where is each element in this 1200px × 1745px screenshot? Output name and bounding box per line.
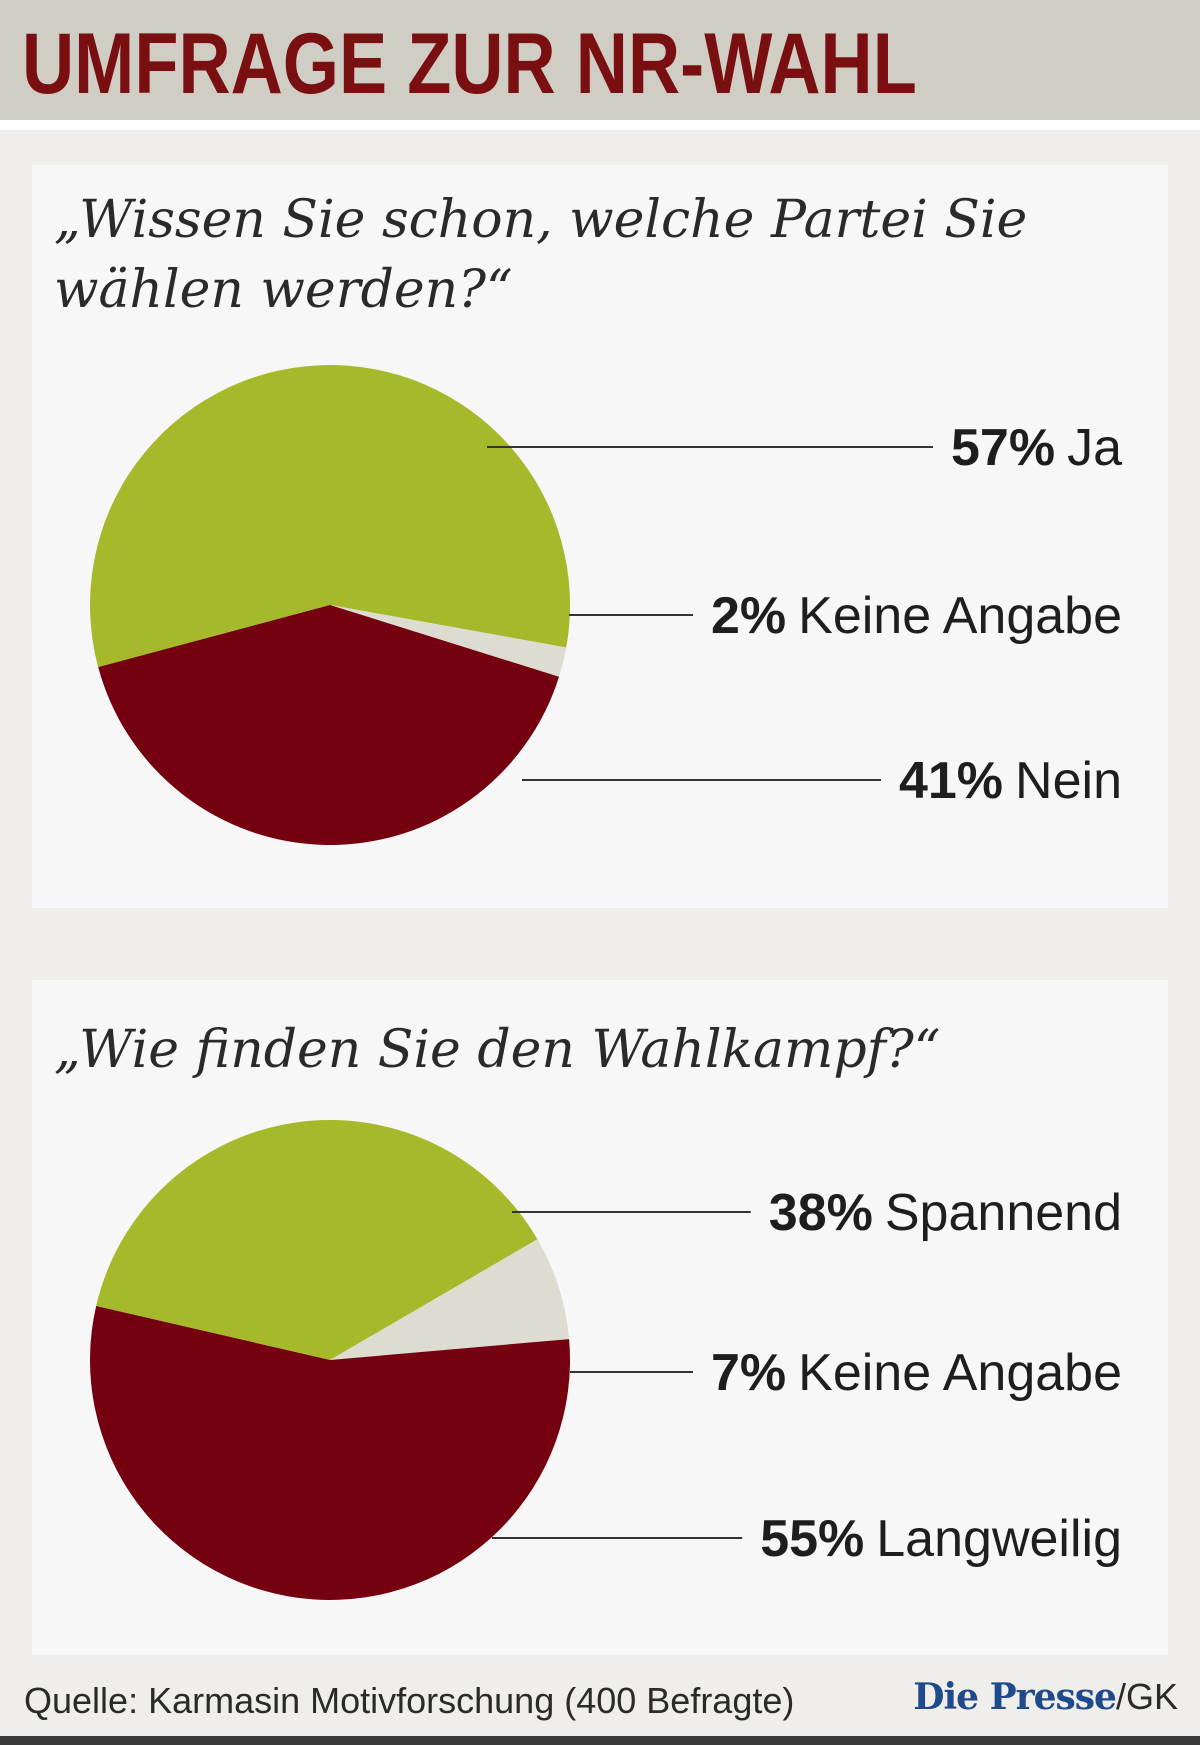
pie-slice-nein [98,605,560,846]
slice-value-label: 55% [760,1510,864,1568]
source-note: Quelle: Karmasin Motivforschung (400 Bef… [24,1680,795,1721]
slice-label-nein: 41% Nein [899,752,1122,810]
chart-1-title-line-2: wählen werden?“ [54,260,513,320]
header-band: UMFRAGE ZUR NR-WAHL [0,0,1200,120]
pie-slice-keine-angabe [330,1239,570,1360]
slice-category-label: Keine Angabe [798,587,1122,645]
chart-2-title-line-1: „Wie finden Sie den Wahlkampf?“ [54,1020,941,1080]
chart-1-title: „Wissen Sie schon, welche Partei Sie wäh… [54,185,1027,325]
slice-category-label: Spannend [885,1184,1122,1242]
chart-2-title: „Wie finden Sie den Wahlkampf?“ [54,1015,940,1085]
header-rule [0,120,1200,130]
chart-panel-2: „Wie finden Sie den Wahlkampf?“ 38% Spann… [32,980,1168,1655]
slice-value-label: 38% [769,1184,873,1242]
slice-value-label: 57% [951,419,1055,477]
brand-logo: Die Presse [913,1676,1117,1718]
slice-label-keine-angabe: 2% Keine Angabe [711,587,1122,645]
pie-chart-1: 57% Ja 2% Keine Angabe 41% Nein [90,365,1122,846]
pie-slice-ja [90,365,571,668]
brand-separator: / [1115,1676,1126,1717]
pie-slice-spannend [96,1119,538,1360]
slice-label-keine-angabe: 7% Keine Angabe [711,1344,1122,1402]
slice-category-label: Keine Angabe [798,1344,1122,1402]
slice-label-langweilig: 55% Langweilig [760,1510,1122,1568]
graphic-credit: GK [1125,1676,1178,1717]
slice-label-spannend: 38% Spannend [769,1184,1122,1242]
chart-panel-1: „Wissen Sie schon, welche Partei Sie wäh… [32,165,1168,908]
chart-1-title-line-1: „Wissen Sie schon, welche Partei Sie [54,190,1028,250]
slice-value-label: 41% [899,752,1003,810]
pie-slice-langweilig [90,1306,571,1600]
pie-chart-2: 38% Spannend 7% Keine Angabe 55% Langweilig [90,1119,1122,1600]
slice-value-label: 7% [711,1344,786,1402]
slice-category-label: Langweilig [876,1510,1122,1568]
slice-category-label: Ja [1067,419,1122,477]
slice-category-label: Nein [1015,752,1122,810]
bottom-bar [0,1736,1200,1745]
pie-slice-keine-angabe [330,605,567,677]
slice-label-ja: 57% Ja [951,419,1122,477]
brand-credit: Die Presse/GK [913,1676,1178,1718]
slice-value-label: 2% [711,587,786,645]
page-title: UMFRAGE ZUR NR-WAHL [22,16,917,112]
